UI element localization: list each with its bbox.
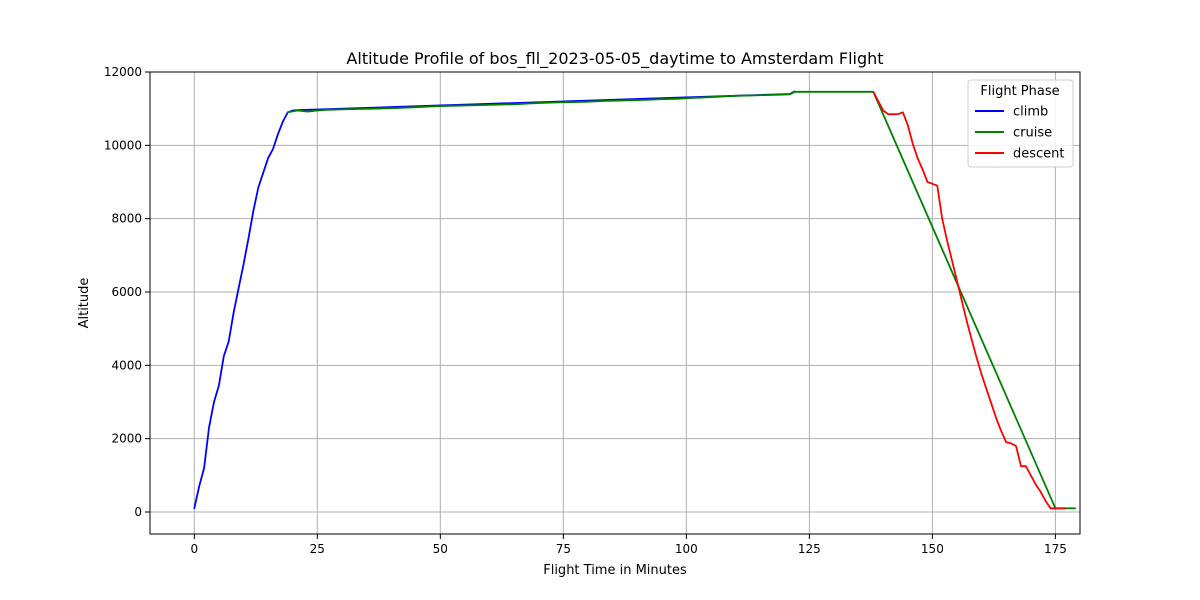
x-tick-label: 150 [921,542,944,556]
plot-area-frame [149,71,1081,535]
legend-box [967,79,1074,168]
y-tick-label: 6000 [111,285,142,299]
y-axis: 0 2000 4000 6000 8000 10000 12000 [104,65,150,519]
series-lines [193,90,1076,510]
x-tick-label: 75 [556,542,571,556]
y-tick-label: 2000 [111,432,142,446]
legend: Flight Phase climb cruise descent [967,79,1074,168]
legend-label-cruise: cruise [1013,126,1052,141]
x-tick-label: 25 [310,542,325,556]
x-tick-label: 0 [190,542,198,556]
y-axis-label: Altitude [77,278,92,329]
y-tick-label: 0 [134,505,142,519]
y-tick-label: 12000 [104,65,142,79]
legend-label-climb: climb [1013,105,1048,120]
x-axis: 0 25 50 75 100 125 150 175 [190,534,1067,556]
legend-title: Flight Phase [980,84,1059,99]
y-tick-label: 10000 [104,138,142,152]
series-line-descent [872,90,1067,510]
legend-label-descent: descent [1013,147,1065,162]
x-axis-label: Flight Time in Minutes [543,563,687,578]
series-line-cruise [286,90,1076,510]
x-tick-label: 100 [675,542,698,556]
x-tick-label: 175 [1044,542,1067,556]
chart-title: Altitude Profile of bos_fll_2023-05-05_d… [346,49,883,69]
y-tick-label: 8000 [111,212,142,226]
x-tick-label: 50 [433,542,448,556]
x-tick-label: 125 [798,542,821,556]
y-tick-label: 4000 [111,358,142,372]
